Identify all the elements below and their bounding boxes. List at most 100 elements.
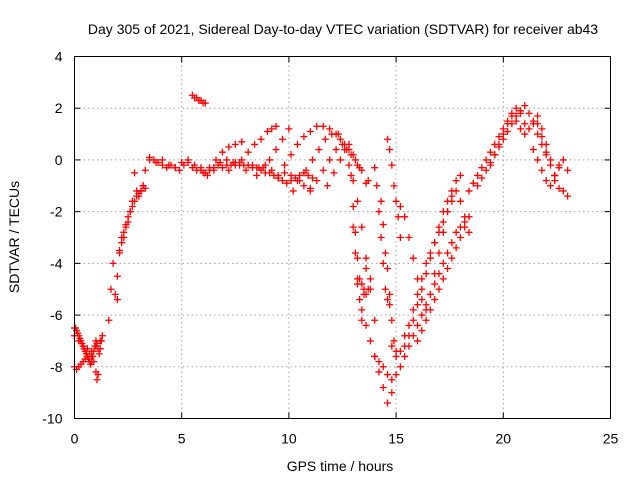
data-point [165,161,173,169]
series-drop-6 [377,197,400,360]
data-point [319,122,327,130]
data-point [212,156,220,164]
data-point [319,166,327,174]
data-point [257,135,265,143]
data-point [422,270,430,278]
data-point [422,259,430,267]
data-point [95,350,103,358]
data-point [341,146,349,154]
data-point [75,337,83,345]
data-point [396,347,404,355]
data-point [313,177,321,185]
data-point [439,259,447,267]
data-point [358,223,366,231]
data-point [379,363,387,371]
data-point [559,156,567,164]
series-cluster-early-2 [71,350,102,384]
data-point [559,187,567,195]
data-point [418,275,426,283]
series-arc-5 [289,130,362,195]
data-point [392,197,400,205]
data-point [486,148,494,156]
data-point [113,272,121,280]
data-point [122,223,130,231]
data-point [336,135,344,143]
data-point [426,306,434,314]
data-point [308,156,316,164]
data-point [386,290,394,298]
data-point [444,249,452,257]
data-point [414,290,422,298]
data-point [79,342,87,350]
data-point [184,156,192,164]
data-point [287,151,295,159]
data-point [461,223,469,231]
y-tick-label: -10 [42,411,62,427]
data-point [371,164,379,172]
data-point [274,174,282,182]
data-point [300,133,308,141]
data-point [349,177,357,185]
y-axis-label: SDTVAR / TECUs [6,181,22,293]
data-point [253,171,261,179]
data-point [238,138,246,146]
data-point [435,228,443,236]
y-tick-label: -2 [50,204,63,220]
data-point [366,275,374,283]
series-drop-5 [371,164,394,309]
data-point [482,166,490,174]
data-point [456,197,464,205]
data-point [206,164,214,172]
data-point [364,285,372,293]
data-point [88,347,96,355]
y-tick-label: -8 [50,359,63,375]
series-drop-3 [349,223,370,324]
data-point [414,301,422,309]
chart-title: Day 305 of 2021, Sidereal Day-to-day VTE… [88,21,598,37]
data-point [388,389,396,397]
data-point [379,221,387,229]
data-point [248,164,256,172]
data-point [118,239,126,247]
data-point [542,140,550,148]
data-point [538,125,546,133]
data-point [529,117,537,125]
data-point [401,342,409,350]
y-tick-label: -6 [50,307,63,323]
x-tick-label: 0 [71,431,79,447]
data-point [347,171,355,179]
series-late-5 [534,120,572,179]
data-point [308,174,316,182]
data-point [107,285,115,293]
data-point [216,159,224,167]
series-trough-4 [401,187,473,340]
data-point [362,254,370,262]
data-point [231,140,239,148]
data-point [124,218,132,226]
data-point [281,169,289,177]
data-point [146,153,154,161]
data-point [538,133,546,141]
data-point [289,187,297,195]
data-point [426,249,434,257]
data-point [278,135,286,143]
data-point [478,164,486,172]
data-point [373,182,381,190]
data-point [296,177,304,185]
data-point [287,171,295,179]
data-point [409,306,417,314]
data-point [321,135,329,143]
data-point [302,166,310,174]
data-point [244,148,252,156]
series-arc-7 [323,146,370,190]
data-point [131,169,139,177]
data-point [105,316,113,324]
data-point [371,352,379,360]
data-point [360,290,368,298]
x-tick-label: 15 [388,431,404,447]
data-point [109,259,117,267]
data-point [349,223,357,231]
data-point [418,285,426,293]
data-point [379,259,387,267]
